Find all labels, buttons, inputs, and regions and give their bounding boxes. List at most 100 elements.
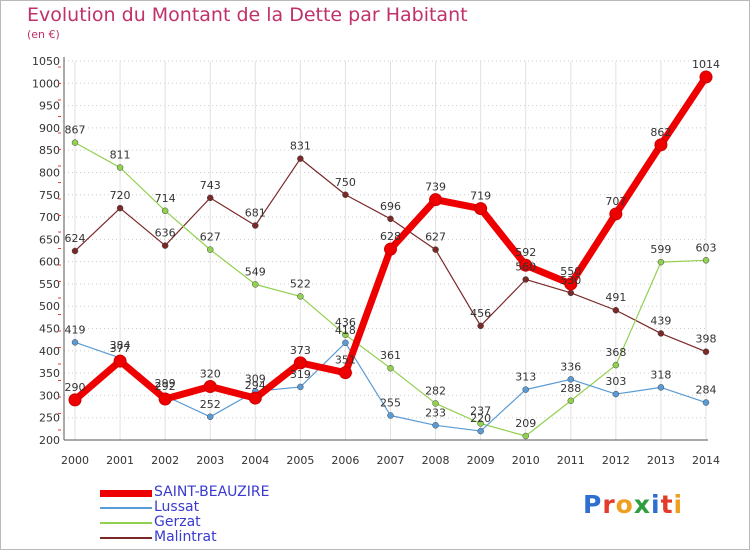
series-layer — [68, 70, 713, 440]
data-label: 220 — [470, 412, 491, 425]
data-label: 592 — [515, 246, 536, 259]
data-point — [203, 379, 217, 393]
data-label: 303 — [605, 375, 626, 388]
data-label: 292 — [155, 380, 176, 393]
data-point — [387, 364, 394, 372]
x-tick-label: 2010 — [512, 454, 540, 467]
y-tick-label: 450 — [39, 323, 60, 336]
x-tick-label: 2003 — [196, 454, 224, 467]
data-label: 233 — [425, 406, 446, 419]
data-label: 209 — [515, 417, 536, 430]
data-label: 384 — [110, 339, 131, 352]
data-point — [657, 330, 665, 337]
data-point — [699, 70, 713, 84]
data-point — [567, 376, 575, 383]
y-tick-label: 500 — [39, 300, 60, 313]
data-point — [657, 384, 665, 391]
data-label: 294 — [245, 379, 266, 392]
legend-swatch — [100, 507, 152, 509]
data-point — [522, 386, 529, 393]
data-point — [342, 339, 349, 347]
data-label: 707 — [605, 195, 626, 208]
data-label: 862 — [650, 126, 671, 139]
data-point — [612, 306, 620, 314]
data-label: 720 — [110, 189, 131, 202]
data-label: 398 — [696, 333, 717, 346]
y-tick-label: 550 — [39, 278, 60, 291]
data-point — [429, 193, 443, 207]
data-label: 549 — [245, 265, 266, 278]
data-point — [68, 393, 82, 407]
data-label: 636 — [155, 227, 176, 240]
data-label: 627 — [425, 231, 446, 244]
data-label: 624 — [65, 232, 86, 245]
data-point — [297, 383, 304, 391]
data-label: 714 — [155, 192, 176, 205]
legend-label: Lussat — [154, 499, 200, 515]
data-point — [252, 222, 259, 229]
data-label: 627 — [200, 231, 221, 244]
data-label: 439 — [650, 314, 671, 327]
data-label: 313 — [515, 371, 536, 384]
data-point — [71, 247, 79, 255]
data-point — [567, 397, 575, 405]
data-point — [612, 361, 620, 369]
y-tick-label: 900 — [39, 122, 60, 135]
data-label: 368 — [605, 346, 626, 359]
x-tick-label: 2014 — [692, 454, 720, 467]
y-tick-label: 700 — [39, 211, 60, 224]
x-tick-label: 2001 — [106, 454, 134, 467]
x-tick-label: 2008 — [422, 454, 450, 467]
data-label: 377 — [110, 342, 131, 355]
data-label: 831 — [290, 140, 311, 153]
data-point — [113, 354, 127, 368]
data-label: 309 — [245, 372, 266, 385]
chart-subtitle: (en €) — [27, 28, 60, 41]
data-point — [654, 138, 668, 152]
chart-title: Evolution du Montant de la Dette par Hab… — [27, 4, 468, 26]
legend-swatch — [100, 522, 152, 524]
data-point — [702, 257, 710, 264]
data-point — [657, 258, 665, 266]
data-label: 530 — [560, 274, 581, 287]
legend-label: Malintrat — [154, 529, 217, 545]
legend-label: SAINT-BEAUZIRE — [154, 484, 270, 500]
data-point — [206, 246, 214, 253]
data-label: 373 — [290, 344, 311, 357]
y-tick-label: 400 — [39, 345, 60, 358]
data-point — [71, 339, 79, 346]
data-label: 299 — [155, 377, 176, 390]
data-label: 456 — [470, 307, 491, 320]
data-point — [612, 390, 620, 398]
data-label: 599 — [650, 243, 671, 256]
data-label: 491 — [605, 291, 626, 304]
data-point — [252, 281, 259, 288]
data-point — [387, 412, 394, 419]
axis-layer: 200 250 300 350 400 450 500 550 600 650 700 750 800 8… — [32, 55, 720, 467]
y-tick-label: 300 — [39, 389, 60, 402]
data-label: 418 — [335, 324, 356, 337]
legend-swatch — [100, 489, 152, 497]
data-label: 811 — [110, 149, 131, 162]
data-point — [609, 207, 623, 221]
data-label: 284 — [696, 384, 717, 397]
data-point — [564, 277, 578, 291]
data-point — [342, 191, 349, 199]
data-point — [387, 215, 394, 223]
data-point — [161, 207, 169, 215]
data-point — [522, 276, 529, 283]
data-point — [432, 400, 439, 407]
y-tick-label: 250 — [39, 412, 60, 425]
data-point — [477, 420, 484, 427]
x-tick-label: 2013 — [647, 454, 675, 467]
y-tick-label: 850 — [39, 144, 60, 157]
data-point — [432, 246, 439, 253]
data-label: 252 — [200, 398, 221, 411]
data-label: 719 — [470, 190, 491, 203]
data-point — [71, 139, 79, 146]
data-point — [161, 242, 169, 249]
data-point — [342, 331, 349, 339]
y-tick-label: 350 — [39, 367, 60, 380]
data-label: 361 — [380, 349, 401, 362]
